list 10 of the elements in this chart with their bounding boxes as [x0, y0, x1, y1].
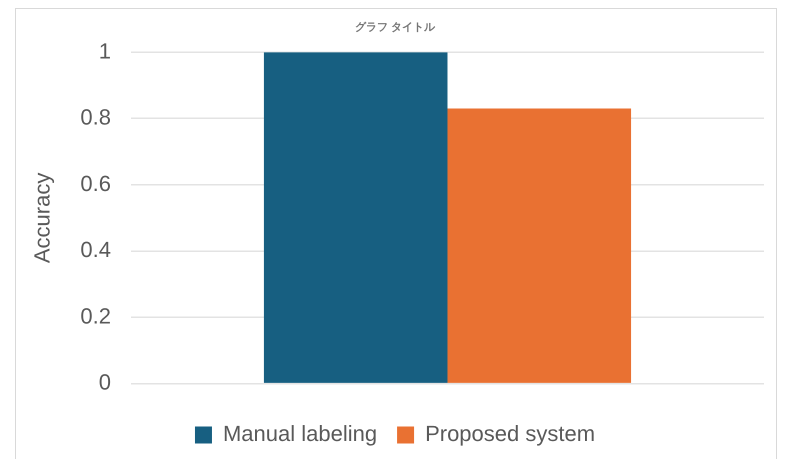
y-tick-label: 0.2: [80, 303, 111, 328]
y-tick-label: 0.4: [80, 237, 111, 262]
y-tick-label: 0.8: [80, 104, 111, 130]
legend-label: Proposed system: [425, 421, 596, 446]
chart-title: グラフ タイトル: [354, 22, 436, 34]
y-tick-label: 0.6: [80, 170, 111, 196]
y-tick-label: 0: [98, 370, 111, 395]
y-axis-title: Accuracy: [29, 172, 54, 264]
legend-label: Manual labeling: [222, 421, 378, 446]
y-tick-label: 1: [98, 38, 111, 64]
